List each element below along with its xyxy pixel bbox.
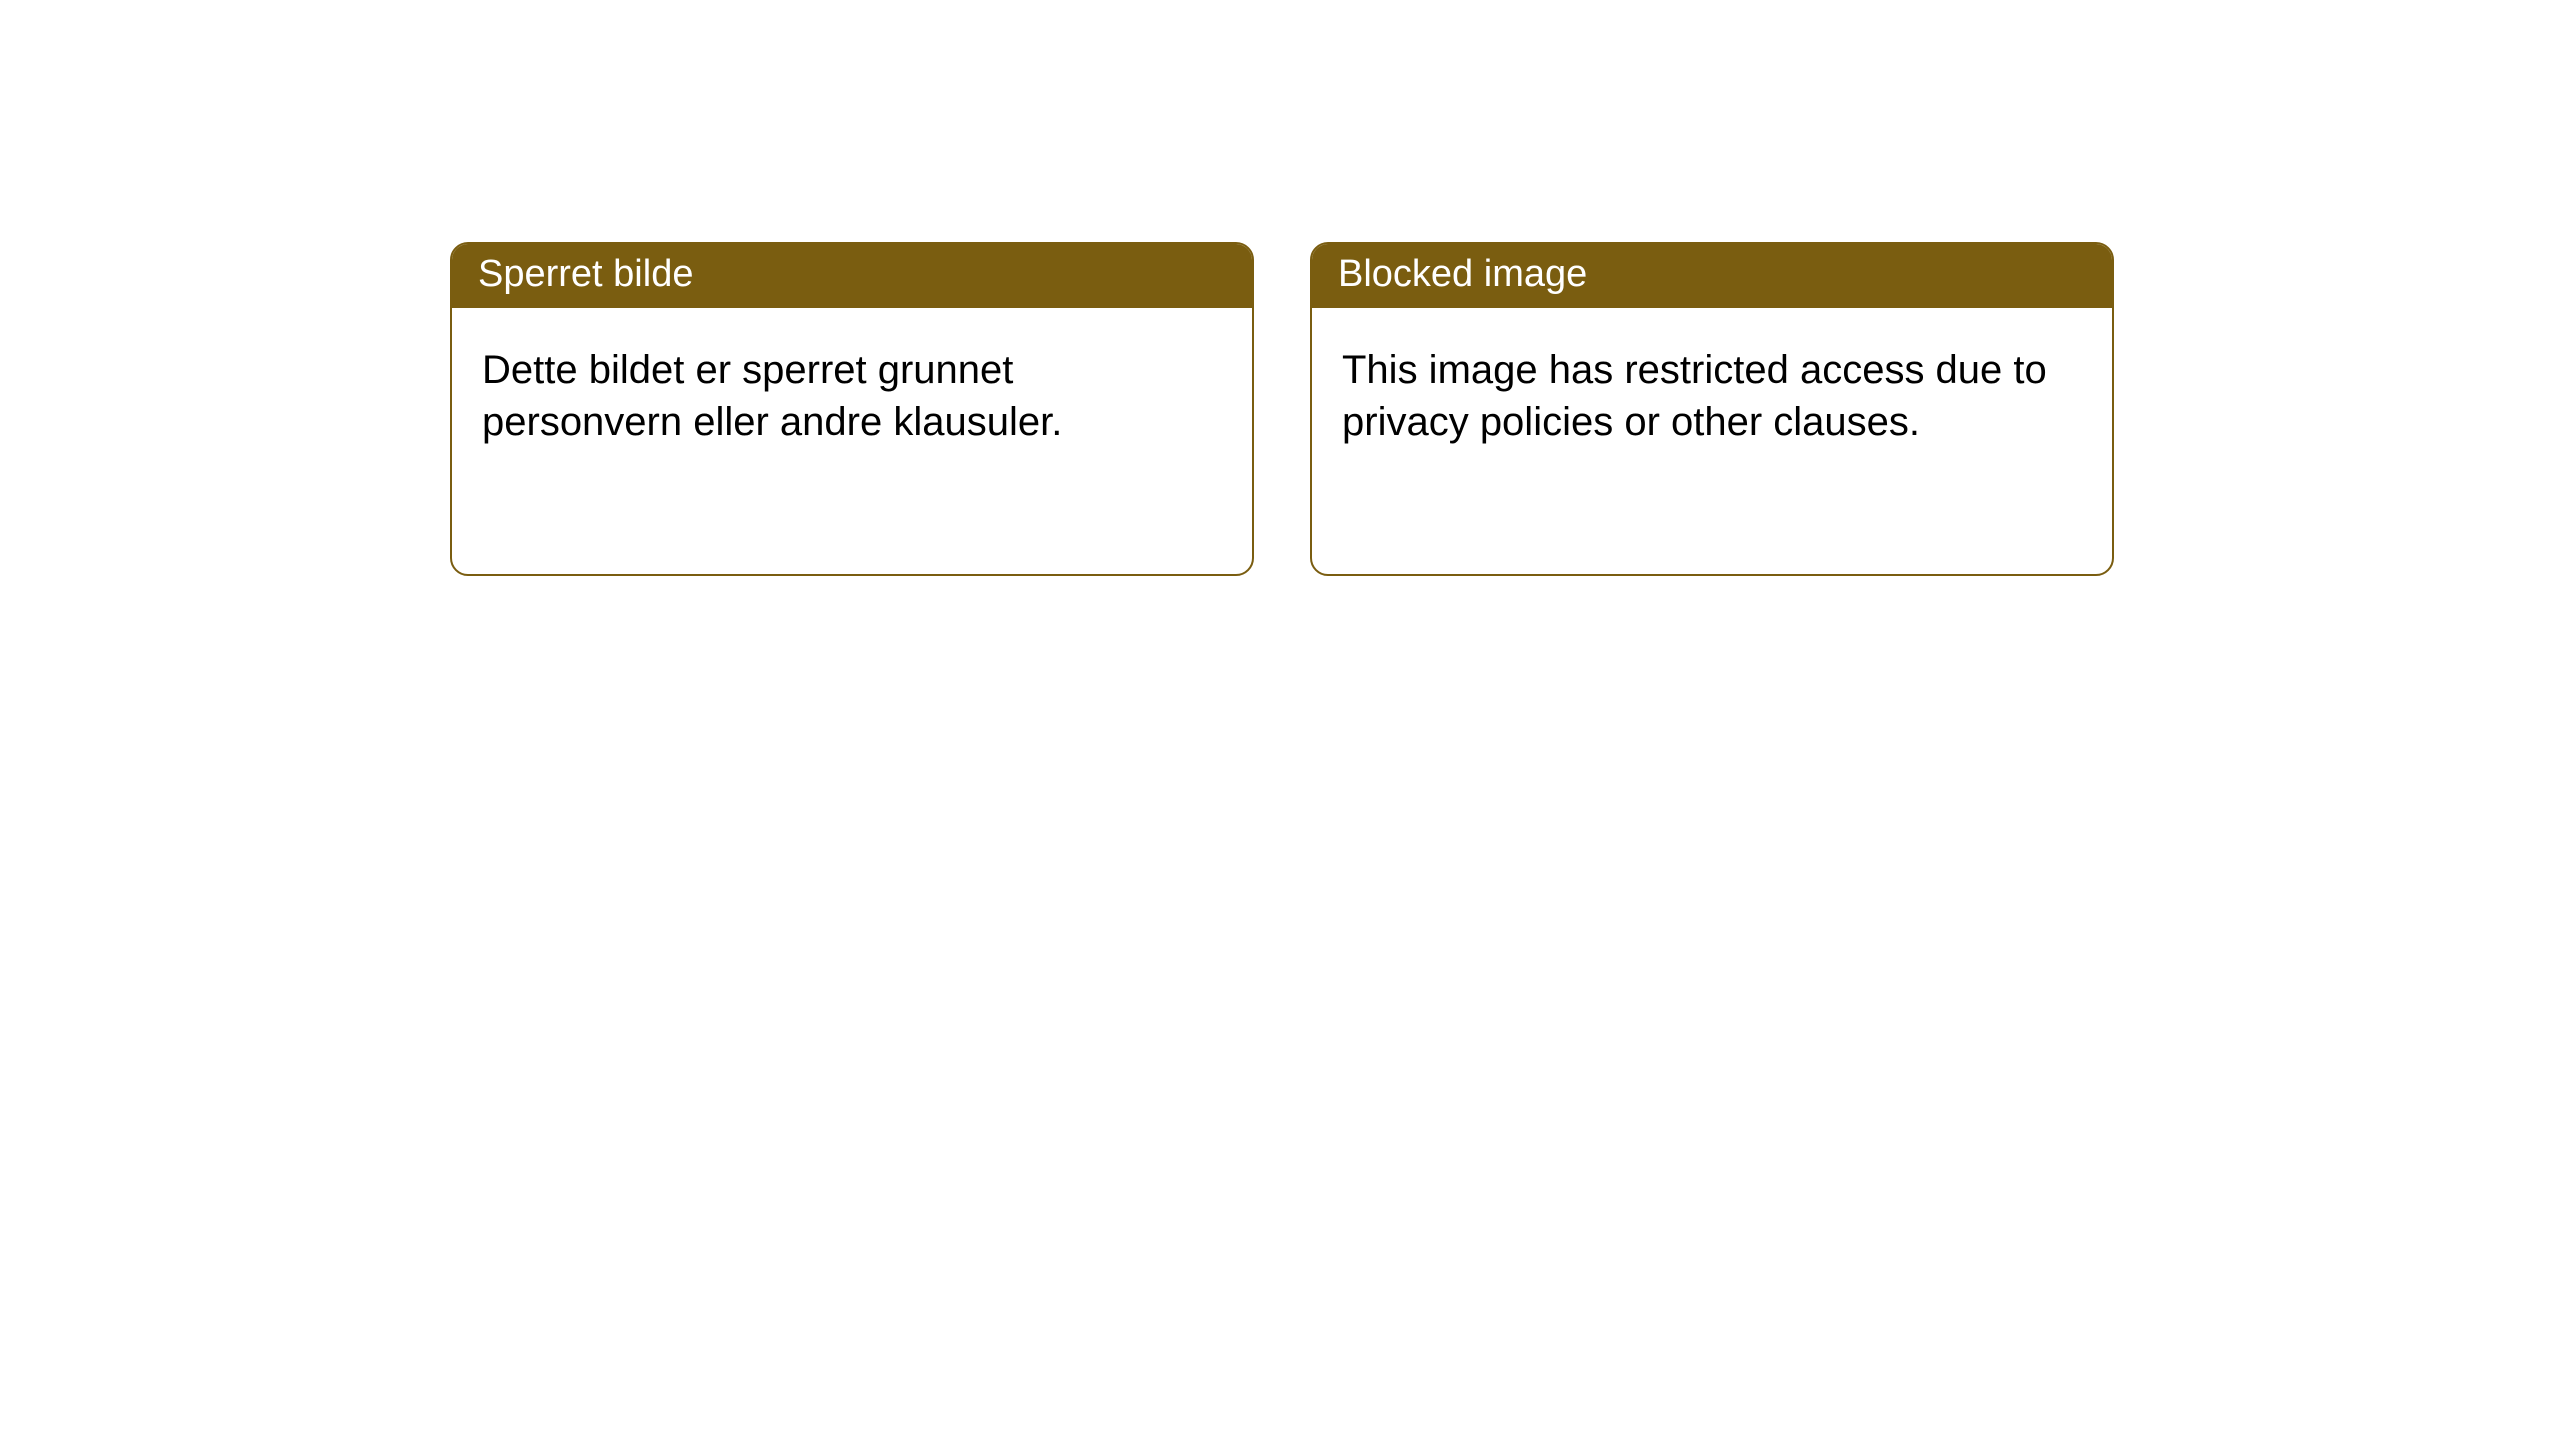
notice-card-english: Blocked image This image has restricted … xyxy=(1310,242,2114,576)
notice-body-norwegian: Dette bildet er sperret grunnet personve… xyxy=(452,308,1252,470)
notice-card-norwegian: Sperret bilde Dette bildet er sperret gr… xyxy=(450,242,1254,576)
notice-title-norwegian: Sperret bilde xyxy=(452,244,1252,308)
notice-title-english: Blocked image xyxy=(1312,244,2112,308)
notice-container: Sperret bilde Dette bildet er sperret gr… xyxy=(450,242,2114,576)
notice-body-english: This image has restricted access due to … xyxy=(1312,308,2112,470)
